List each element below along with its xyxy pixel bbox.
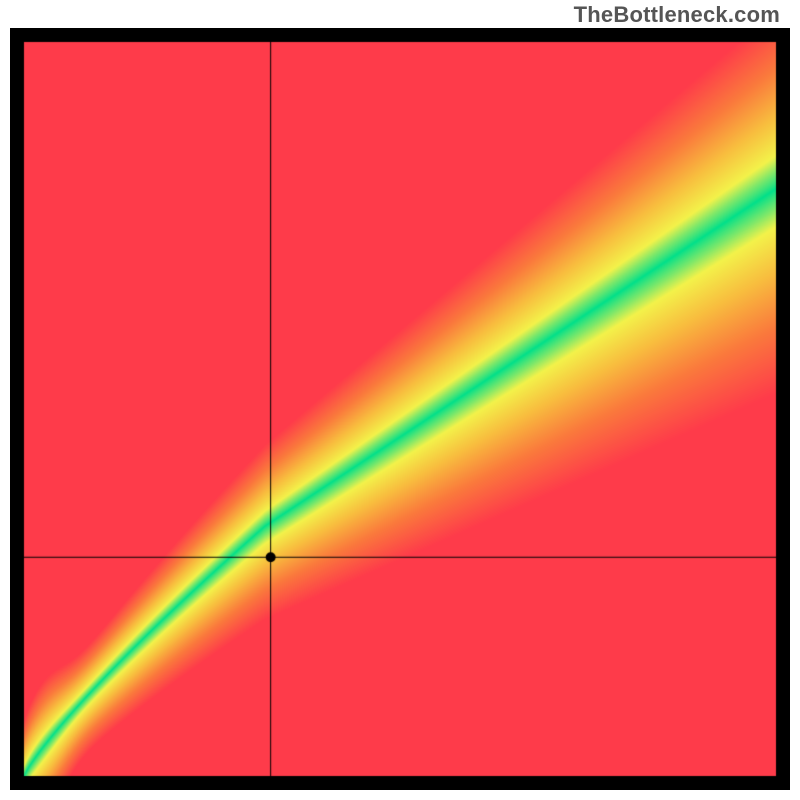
bottleneck-heatmap <box>10 28 790 790</box>
heatmap-canvas <box>10 28 790 790</box>
chart-container: TheBottleneck.com <box>0 0 800 800</box>
watermark-text: TheBottleneck.com <box>574 2 780 28</box>
